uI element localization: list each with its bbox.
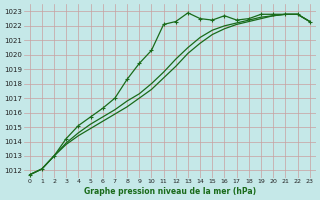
- X-axis label: Graphe pression niveau de la mer (hPa): Graphe pression niveau de la mer (hPa): [84, 187, 256, 196]
